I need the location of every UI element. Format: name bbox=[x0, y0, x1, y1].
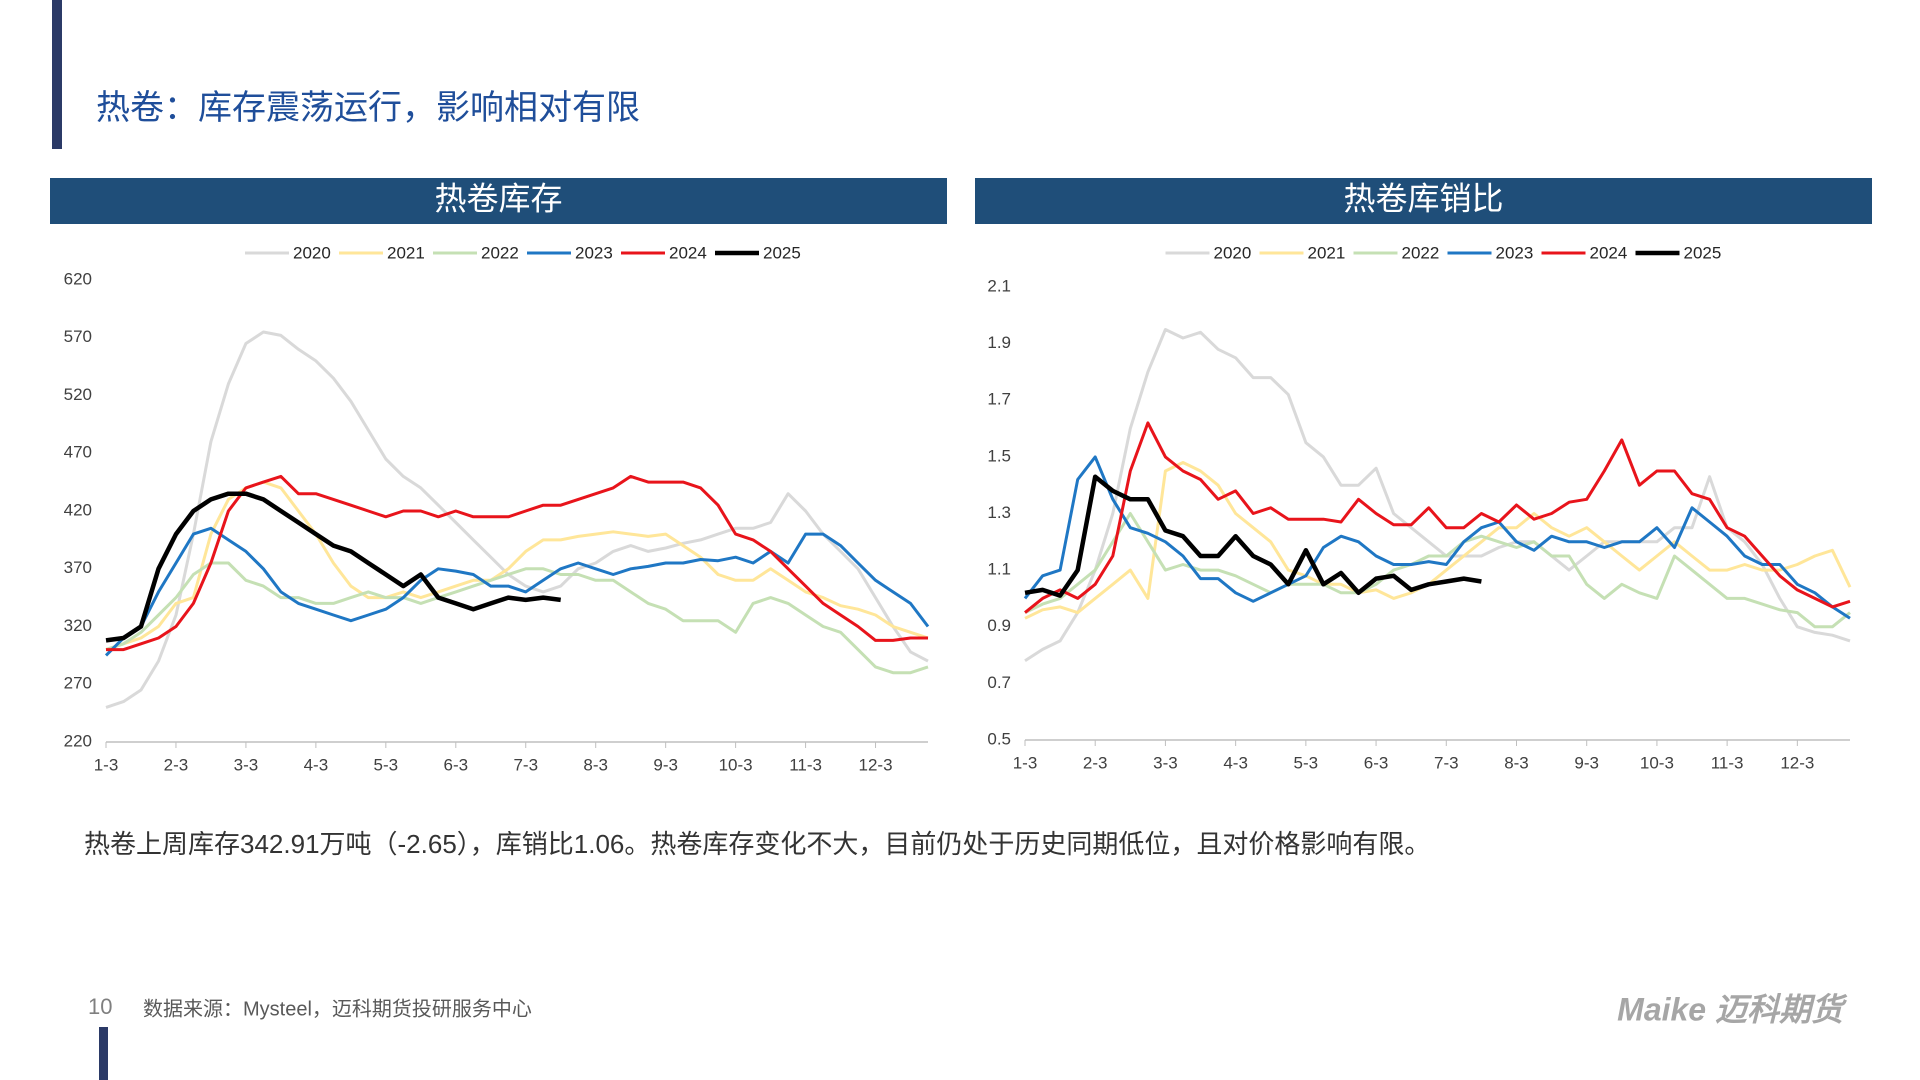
series-line bbox=[105, 491, 561, 643]
legend-label: 2020 bbox=[1214, 243, 1252, 262]
chart-header bbox=[50, 178, 947, 224]
x-tick-label: 3-3 bbox=[234, 755, 259, 774]
y-tick-label: 270 bbox=[64, 674, 92, 693]
x-tick-label: 7-3 bbox=[513, 755, 538, 774]
x-tick-label: 3-3 bbox=[1153, 753, 1178, 772]
source: 数据来源：Mysteel，迈科期货投研服务中心 bbox=[143, 997, 532, 1020]
x-tick-label: 6-3 bbox=[1364, 753, 1389, 772]
y-tick-label: 1.3 bbox=[987, 503, 1011, 522]
logo: Maike 迈科期货 bbox=[1617, 991, 1848, 1027]
y-tick-label: 520 bbox=[64, 385, 92, 404]
x-tick-label: 11-3 bbox=[1711, 753, 1744, 772]
y-tick-label: 470 bbox=[64, 443, 92, 462]
y-tick-label: 1.7 bbox=[987, 390, 1011, 409]
legend-label: 2021 bbox=[1308, 243, 1346, 262]
legend-label: 2021 bbox=[387, 243, 425, 262]
series-line bbox=[1024, 474, 1482, 598]
y-tick-label: 320 bbox=[64, 616, 92, 635]
series-line bbox=[105, 561, 929, 675]
x-tick-label: 4-3 bbox=[1223, 753, 1248, 772]
page-number: 10 bbox=[88, 994, 112, 1019]
series-line bbox=[1024, 461, 1852, 620]
chart-header bbox=[975, 178, 1872, 224]
x-tick-label: 10-3 bbox=[719, 755, 753, 774]
legend-label: 2024 bbox=[1590, 243, 1628, 262]
x-tick-label: 7-3 bbox=[1434, 753, 1459, 772]
x-tick-label: 12-3 bbox=[1780, 753, 1814, 772]
legend-label: 2022 bbox=[481, 243, 519, 262]
x-tick-label: 9-3 bbox=[653, 755, 678, 774]
x-tick-label: 12-3 bbox=[859, 755, 893, 774]
x-tick-label: 5-3 bbox=[1294, 753, 1319, 772]
series-line bbox=[1023, 455, 1851, 620]
chart-title: 热卷库销比 bbox=[1343, 180, 1503, 216]
x-tick-label: 11-3 bbox=[789, 755, 822, 774]
x-tick-label: 1-3 bbox=[94, 755, 119, 774]
y-tick-label: 0.5 bbox=[987, 729, 1011, 748]
series-line bbox=[1024, 512, 1851, 629]
x-tick-label: 2-3 bbox=[164, 755, 189, 774]
legend-label: 2023 bbox=[575, 243, 613, 262]
legend-label: 2020 bbox=[293, 243, 331, 262]
y-tick-label: 2.1 bbox=[987, 276, 1011, 295]
accent-bar bbox=[52, 0, 62, 149]
x-tick-label: 9-3 bbox=[1574, 753, 1599, 772]
legend-label: 2025 bbox=[763, 243, 801, 262]
footer-bar bbox=[99, 1027, 108, 1080]
series-line bbox=[1024, 421, 1851, 614]
x-tick-label: 6-3 bbox=[443, 755, 468, 774]
charts: 热卷库存 220 270 320 370 420 470 520 570 620 1-3 2-3 3-3… bbox=[50, 178, 1872, 774]
y-tick-label: 620 bbox=[64, 269, 92, 288]
series-line bbox=[104, 526, 930, 657]
y-tick-label: 0.9 bbox=[987, 616, 1011, 635]
y-tick-label: 1.1 bbox=[987, 560, 1011, 579]
x-tick-label: 10-3 bbox=[1640, 753, 1674, 772]
x-tick-label: 8-3 bbox=[583, 755, 608, 774]
x-tick-label: 4-3 bbox=[304, 755, 329, 774]
series-line bbox=[1024, 328, 1851, 662]
series-line bbox=[105, 330, 929, 709]
x-tick-label: 5-3 bbox=[374, 755, 399, 774]
y-tick-label: 420 bbox=[64, 500, 92, 519]
legend-label: 2023 bbox=[1496, 243, 1534, 262]
y-tick-label: 1.9 bbox=[987, 333, 1011, 352]
y-tick-label: 1.5 bbox=[987, 446, 1011, 465]
legend-label: 2025 bbox=[1684, 243, 1722, 262]
x-tick-label: 8-3 bbox=[1504, 753, 1529, 772]
x-tick-label: 2-3 bbox=[1083, 753, 1108, 772]
y-tick-label: 220 bbox=[64, 731, 92, 750]
slide-title: 热卷：库存震荡运行，影响相对有限 bbox=[96, 89, 640, 127]
legend-label: 2022 bbox=[1402, 243, 1440, 262]
summary: 热卷上周库存342.91万吨（-2.65），库销比1.06。热卷库存变化不大，目… bbox=[84, 829, 1430, 859]
legend-label: 2024 bbox=[669, 243, 707, 262]
x-tick-label: 1-3 bbox=[1013, 753, 1038, 772]
y-tick-label: 0.7 bbox=[987, 673, 1011, 692]
y-tick-label: 370 bbox=[64, 558, 92, 577]
chart-title: 热卷库存 bbox=[434, 180, 562, 216]
y-tick-label: 570 bbox=[64, 327, 92, 346]
